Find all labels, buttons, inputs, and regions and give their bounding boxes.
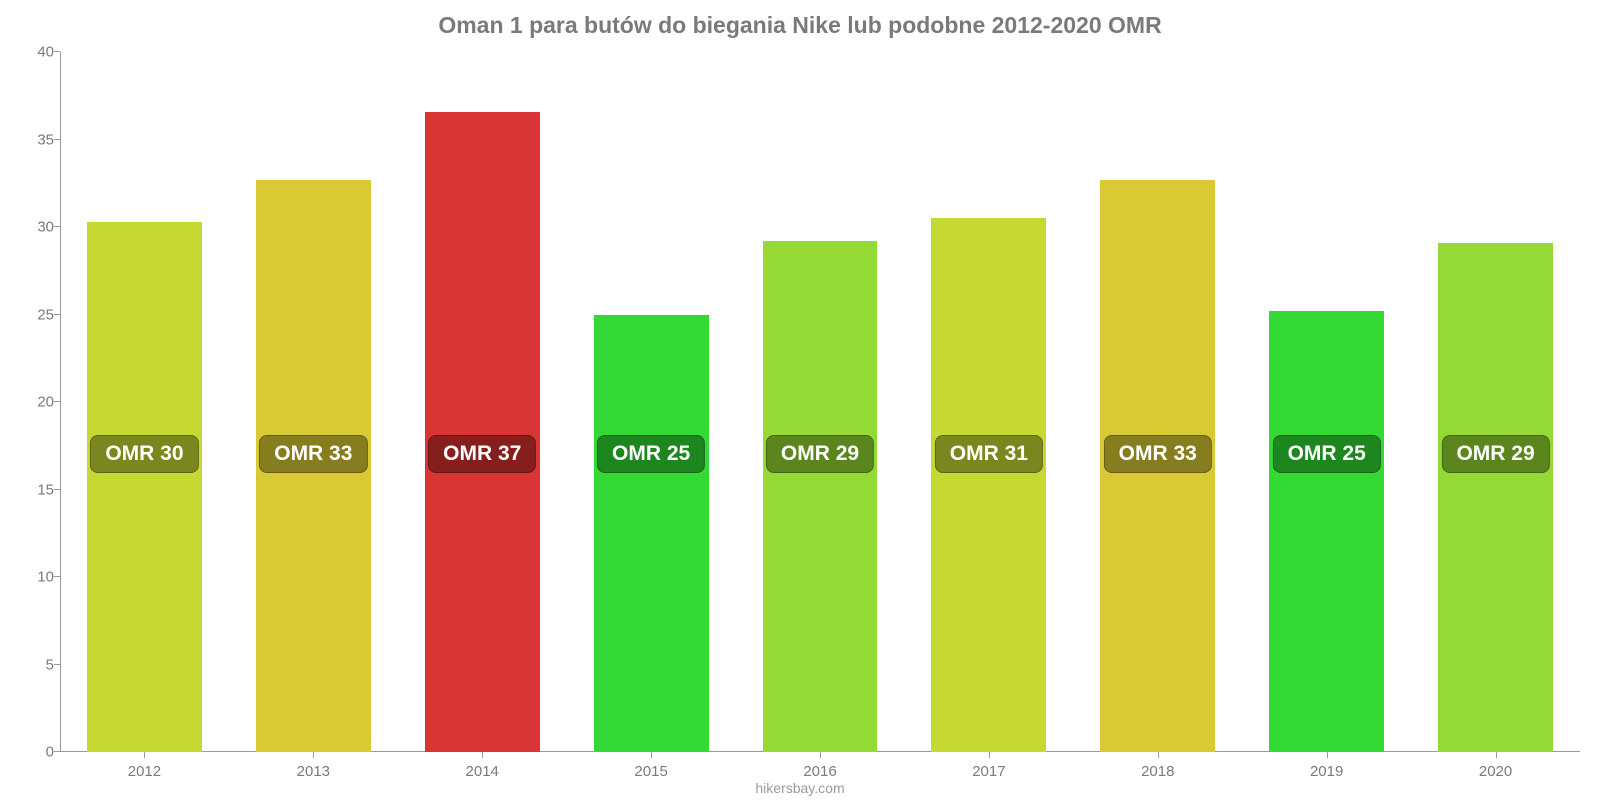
y-tick-mark	[54, 51, 60, 52]
bar	[763, 241, 878, 752]
y-tick-mark	[54, 664, 60, 665]
x-tick-mark	[1327, 752, 1328, 758]
bars-container: OMR 30 OMR 33 OMR 37 OMR 25 OMR 29 OMR 31 OMR …	[60, 52, 1580, 752]
x-tick-mark	[1158, 752, 1159, 758]
x-tick-label: 2020	[1479, 763, 1512, 780]
bar-value-label: OMR 33	[259, 435, 367, 473]
bar-value-label: OMR 29	[1441, 435, 1549, 473]
bar-value-label: OMR 31	[935, 435, 1043, 473]
x-tick-mark	[1496, 752, 1497, 758]
bar-chart: Oman 1 para butów do biegania Nike lub p…	[0, 0, 1600, 800]
x-tick-label: 2016	[803, 763, 836, 780]
y-tick-label: 25	[18, 306, 54, 323]
y-tick-mark	[54, 226, 60, 227]
y-tick-label: 10	[18, 569, 54, 586]
source-text: hikersbay.com	[0, 780, 1600, 796]
y-tick-label: 35	[18, 131, 54, 148]
chart-title: Oman 1 para butów do biegania Nike lub p…	[0, 0, 1600, 39]
x-tick-mark	[820, 752, 821, 758]
bar-value-label: OMR 33	[1104, 435, 1212, 473]
bar-value-label: OMR 29	[766, 435, 874, 473]
bar	[931, 218, 1046, 752]
x-tick-mark	[989, 752, 990, 758]
y-tick-mark	[54, 751, 60, 752]
y-tick-label: 15	[18, 481, 54, 498]
y-tick-label: 30	[18, 219, 54, 236]
y-tick-mark	[54, 489, 60, 490]
x-tick-label: 2013	[297, 763, 330, 780]
y-tick-mark	[54, 576, 60, 577]
bar-value-label: OMR 25	[1273, 435, 1381, 473]
y-tick-mark	[54, 139, 60, 140]
x-tick-label: 2017	[972, 763, 1005, 780]
x-tick-mark	[144, 752, 145, 758]
bar	[594, 315, 709, 753]
bar-value-label: OMR 37	[428, 435, 536, 473]
x-tick-mark	[313, 752, 314, 758]
x-tick-mark	[651, 752, 652, 758]
y-tick-label: 40	[18, 44, 54, 61]
plot-area: OMR 30 OMR 33 OMR 37 OMR 25 OMR 29 OMR 31 OMR …	[60, 52, 1580, 752]
bar-value-label: OMR 30	[90, 435, 198, 473]
y-tick-label: 20	[18, 394, 54, 411]
x-tick-label: 2019	[1310, 763, 1343, 780]
bar	[1438, 243, 1553, 752]
y-tick-mark	[54, 401, 60, 402]
x-tick-label: 2015	[634, 763, 667, 780]
y-tick-mark	[54, 314, 60, 315]
x-tick-label: 2012	[128, 763, 161, 780]
x-tick-label: 2018	[1141, 763, 1174, 780]
bar	[425, 112, 540, 753]
y-tick-label: 0	[18, 744, 54, 761]
y-tick-label: 5	[18, 656, 54, 673]
x-tick-label: 2014	[466, 763, 499, 780]
bar-value-label: OMR 25	[597, 435, 705, 473]
bar	[87, 222, 202, 752]
x-tick-mark	[482, 752, 483, 758]
bar	[1269, 311, 1384, 752]
